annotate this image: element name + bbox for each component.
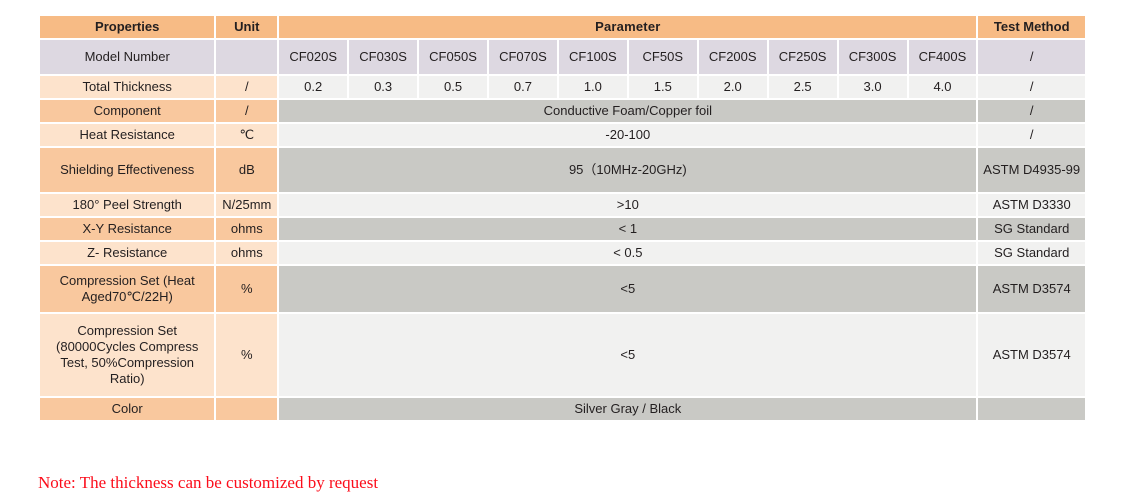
row-value: 0.5 (419, 76, 487, 98)
row-test-method: SG Standard (978, 218, 1085, 240)
row-value: 3.0 (838, 76, 907, 98)
row-unit: ohms (216, 218, 278, 240)
row-value: Conductive Foam/Copper foil (279, 100, 977, 122)
row-test-method (978, 398, 1085, 420)
row-property: Total Thickness (40, 76, 215, 98)
row-value: 0.7 (488, 76, 557, 98)
row-value: -20-100 (279, 124, 977, 146)
table-row: Compression Set (Heat Aged70℃/22H) % <5 … (40, 266, 1085, 312)
model-cell: CF020S (279, 40, 348, 74)
note-text: Note: The thickness can be customized by… (38, 473, 379, 492)
model-number-test-method: / (978, 40, 1085, 74)
table-row-model-number: Model Number CF020S CF030S CF050S CF070S… (40, 40, 1085, 74)
table-row: Shielding Effectiveness dB 95（10MHz-20GH… (40, 148, 1085, 192)
table-row: Compression Set (80000Cycles Compress Te… (40, 314, 1085, 396)
model-cell: CF070S (488, 40, 557, 74)
row-property: Shielding Effectiveness (40, 148, 215, 192)
row-value: 2.5 (768, 76, 837, 98)
header-parameter: Parameter (279, 16, 977, 38)
table-row: Heat Resistance ℃ -20-100 / (40, 124, 1085, 146)
row-value: <5 (279, 266, 977, 312)
specification-table: Properties Unit Parameter Test Method Mo… (38, 14, 1087, 422)
row-value: Silver Gray / Black (279, 398, 977, 420)
header-unit: Unit (216, 16, 278, 38)
model-number-label: Model Number (40, 40, 215, 74)
row-unit: % (216, 314, 278, 396)
model-cell: CF300S (838, 40, 907, 74)
table-row: Z- Resistance ohms < 0.5 SG Standard (40, 242, 1085, 264)
row-value: 0.3 (349, 76, 418, 98)
row-property: Color (40, 398, 215, 420)
model-cell: CF050S (419, 40, 487, 74)
row-unit (216, 398, 278, 420)
header-test-method: Test Method (978, 16, 1085, 38)
model-number-unit (216, 40, 278, 74)
model-cell: CF100S (558, 40, 627, 74)
model-cell: CF200S (698, 40, 767, 74)
row-unit: ohms (216, 242, 278, 264)
row-unit: N/25mm (216, 194, 278, 216)
row-property: 180° Peel Strength (40, 194, 215, 216)
row-test-method: ASTM D3574 (978, 266, 1085, 312)
row-value: >10 (279, 194, 977, 216)
model-cell: CF400S (908, 40, 977, 74)
row-property: Compression Set (Heat Aged70℃/22H) (40, 266, 215, 312)
row-unit: dB (216, 148, 278, 192)
row-unit: / (216, 76, 278, 98)
row-property: Compression Set (80000Cycles Compress Te… (40, 314, 215, 396)
row-property: Heat Resistance (40, 124, 215, 146)
row-unit: % (216, 266, 278, 312)
row-test-method: / (978, 100, 1085, 122)
row-test-method: ASTM D4935-99 (978, 148, 1085, 192)
row-value: <5 (279, 314, 977, 396)
model-cell: CF030S (349, 40, 418, 74)
table-row: Color Silver Gray / Black (40, 398, 1085, 420)
row-value: 1.0 (558, 76, 627, 98)
row-property: Component (40, 100, 215, 122)
table-header-row: Properties Unit Parameter Test Method (40, 16, 1085, 38)
row-value: 1.5 (628, 76, 697, 98)
model-cell: CF50S (628, 40, 697, 74)
row-test-method: ASTM D3574 (978, 314, 1085, 396)
table-row: X-Y Resistance ohms < 1 SG Standard (40, 218, 1085, 240)
row-value: 4.0 (908, 76, 977, 98)
table-row: 180° Peel Strength N/25mm >10 ASTM D3330 (40, 194, 1085, 216)
row-test-method: SG Standard (978, 242, 1085, 264)
row-property: X-Y Resistance (40, 218, 215, 240)
model-cell: CF250S (768, 40, 837, 74)
row-value: < 1 (279, 218, 977, 240)
row-value: 95（10MHz-20GHz) (279, 148, 977, 192)
row-value: 2.0 (698, 76, 767, 98)
header-properties: Properties (40, 16, 215, 38)
row-test-method: / (978, 76, 1085, 98)
row-test-method: / (978, 124, 1085, 146)
row-value: 0.2 (279, 76, 348, 98)
row-unit: / (216, 100, 278, 122)
row-property: Z- Resistance (40, 242, 215, 264)
row-value: < 0.5 (279, 242, 977, 264)
row-test-method: ASTM D3330 (978, 194, 1085, 216)
table-row: Total Thickness / 0.2 0.3 0.5 0.7 1.0 1.… (40, 76, 1085, 98)
row-unit: ℃ (216, 124, 278, 146)
table-row: Component / Conductive Foam/Copper foil … (40, 100, 1085, 122)
